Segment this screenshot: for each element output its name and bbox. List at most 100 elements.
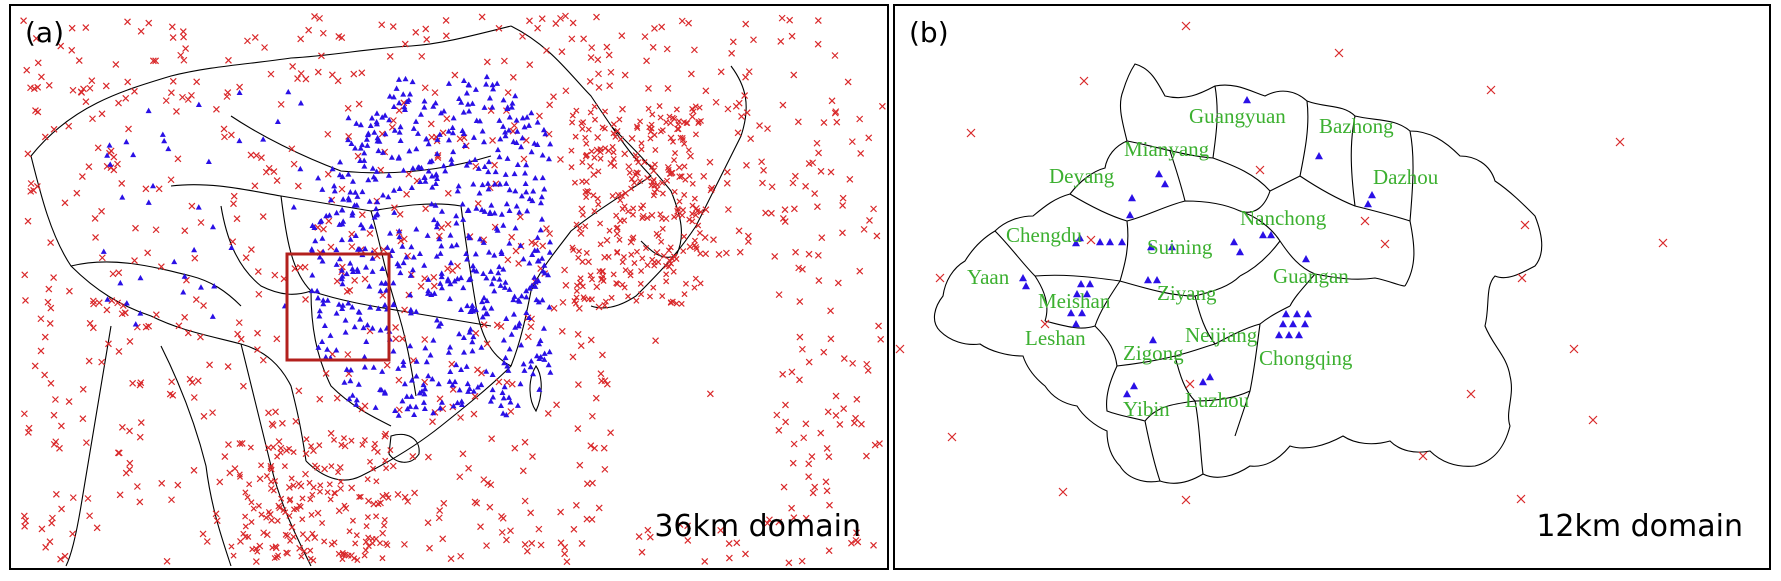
surface-station-cross xyxy=(310,557,317,564)
surface-station-cross xyxy=(802,420,810,428)
surface-station-cross xyxy=(805,473,813,481)
air-quality-station-triangle xyxy=(513,203,520,209)
surface-station-cross xyxy=(652,146,659,154)
air-quality-station-triangle xyxy=(459,201,466,207)
surface-station-cross xyxy=(692,275,699,282)
air-quality-station-triangle xyxy=(1073,290,1081,298)
surface-station-cross xyxy=(687,70,695,78)
surface-station-cross xyxy=(290,482,297,489)
air-quality-station-triangle xyxy=(104,152,111,158)
surface-station-cross xyxy=(870,541,877,549)
surface-station-cross xyxy=(516,213,524,221)
surface-station-cross xyxy=(382,430,390,438)
air-quality-station-triangle xyxy=(107,161,114,167)
air-quality-station-triangle xyxy=(505,394,512,400)
surface-station-cross xyxy=(642,245,650,252)
air-quality-station-triangle xyxy=(460,109,467,115)
surface-station-cross xyxy=(628,176,635,183)
surface-station-cross xyxy=(199,530,207,538)
surface-station-cross xyxy=(94,144,102,152)
surface-station-cross xyxy=(521,438,529,446)
surface-station-cross xyxy=(675,118,682,125)
surface-station-cross xyxy=(46,538,54,546)
air-quality-station-triangle xyxy=(472,86,479,92)
surface-station-cross xyxy=(613,212,620,219)
city-label-nanchong: Nanchong xyxy=(1240,206,1327,230)
air-quality-station-triangle xyxy=(490,394,497,400)
surface-station-cross xyxy=(85,163,93,171)
air-quality-station-triangle xyxy=(430,103,437,109)
air-quality-station-triangle xyxy=(483,368,490,374)
surface-station-cross xyxy=(236,471,243,478)
surface-station-cross xyxy=(852,414,859,422)
surface-station-cross xyxy=(692,131,699,138)
surface-station-cross xyxy=(307,547,314,554)
air-quality-station-triangle xyxy=(475,165,482,171)
surface-station-cross xyxy=(805,250,813,258)
surface-station-cross xyxy=(478,13,486,21)
air-quality-station-triangle xyxy=(349,178,356,184)
air-quality-station-triangle xyxy=(399,243,406,249)
air-quality-station-triangle xyxy=(504,104,511,110)
surface-station-cross xyxy=(590,171,598,178)
air-quality-station-triangle xyxy=(523,309,530,315)
surface-station-cross xyxy=(401,540,408,548)
air-quality-station-triangle xyxy=(447,344,454,350)
surface-station-cross xyxy=(628,134,636,142)
surface-station-cross xyxy=(121,309,129,317)
surface-station-cross xyxy=(552,20,560,27)
surface-station-cross xyxy=(79,385,87,393)
air-quality-station-triangle xyxy=(487,268,494,274)
air-quality-station-triangle xyxy=(420,381,427,388)
surface-station-cross xyxy=(569,353,577,361)
air-quality-station-triangle xyxy=(319,186,326,192)
surface-station-cross xyxy=(808,453,816,460)
air-quality-station-triangle xyxy=(362,245,369,252)
air-quality-station-triangle xyxy=(519,114,526,121)
inner-domain-box xyxy=(285,252,391,362)
surface-station-cross xyxy=(578,205,586,213)
surface-station-cross xyxy=(828,97,836,105)
surface-station-cross xyxy=(1418,451,1428,461)
surface-station-cross xyxy=(268,420,276,428)
surface-station-cross xyxy=(50,125,58,133)
air-quality-station-triangle xyxy=(381,389,388,395)
air-quality-station-triangle xyxy=(409,266,416,273)
surface-station-cross xyxy=(381,432,389,440)
air-quality-station-triangle xyxy=(502,279,509,285)
surface-station-cross xyxy=(158,479,166,487)
surface-station-cross xyxy=(1569,344,1579,354)
surface-station-cross xyxy=(670,253,678,260)
air-quality-station-triangle xyxy=(516,298,523,304)
air-quality-station-triangle xyxy=(494,80,501,86)
surface-station-cross xyxy=(831,52,839,59)
air-quality-station-triangle xyxy=(413,145,420,152)
surface-station-cross xyxy=(856,115,864,123)
surface-station-cross xyxy=(114,299,122,307)
surface-station-cross xyxy=(118,180,126,187)
surface-station-cross xyxy=(114,449,122,457)
surface-station-cross xyxy=(594,133,602,141)
surface-station-cross xyxy=(587,336,595,344)
surface-station-cross xyxy=(587,54,595,61)
air-quality-station-triangle xyxy=(390,348,397,354)
surface-station-cross xyxy=(775,426,783,434)
surface-station-cross xyxy=(333,277,341,285)
surface-station-cross xyxy=(588,44,596,52)
surface-station-cross xyxy=(577,230,585,237)
surface-station-cross xyxy=(591,154,598,161)
air-quality-station-triangle xyxy=(489,386,496,393)
surface-station-cross xyxy=(488,435,496,443)
air-quality-station-triangle xyxy=(400,358,407,364)
surface-station-cross xyxy=(574,381,582,388)
air-quality-station-triangle xyxy=(437,250,444,256)
city-label-bazhong: Bazhong xyxy=(1319,114,1394,138)
surface-station-cross xyxy=(675,163,683,171)
air-quality-station-triangle xyxy=(352,145,359,151)
air-quality-station-triangle xyxy=(512,92,519,99)
air-quality-station-triangle xyxy=(1022,282,1030,290)
surface-station-cross xyxy=(573,287,580,295)
surface-station-cross xyxy=(681,140,688,147)
surface-station-cross xyxy=(272,477,279,485)
surface-station-cross xyxy=(681,191,688,198)
